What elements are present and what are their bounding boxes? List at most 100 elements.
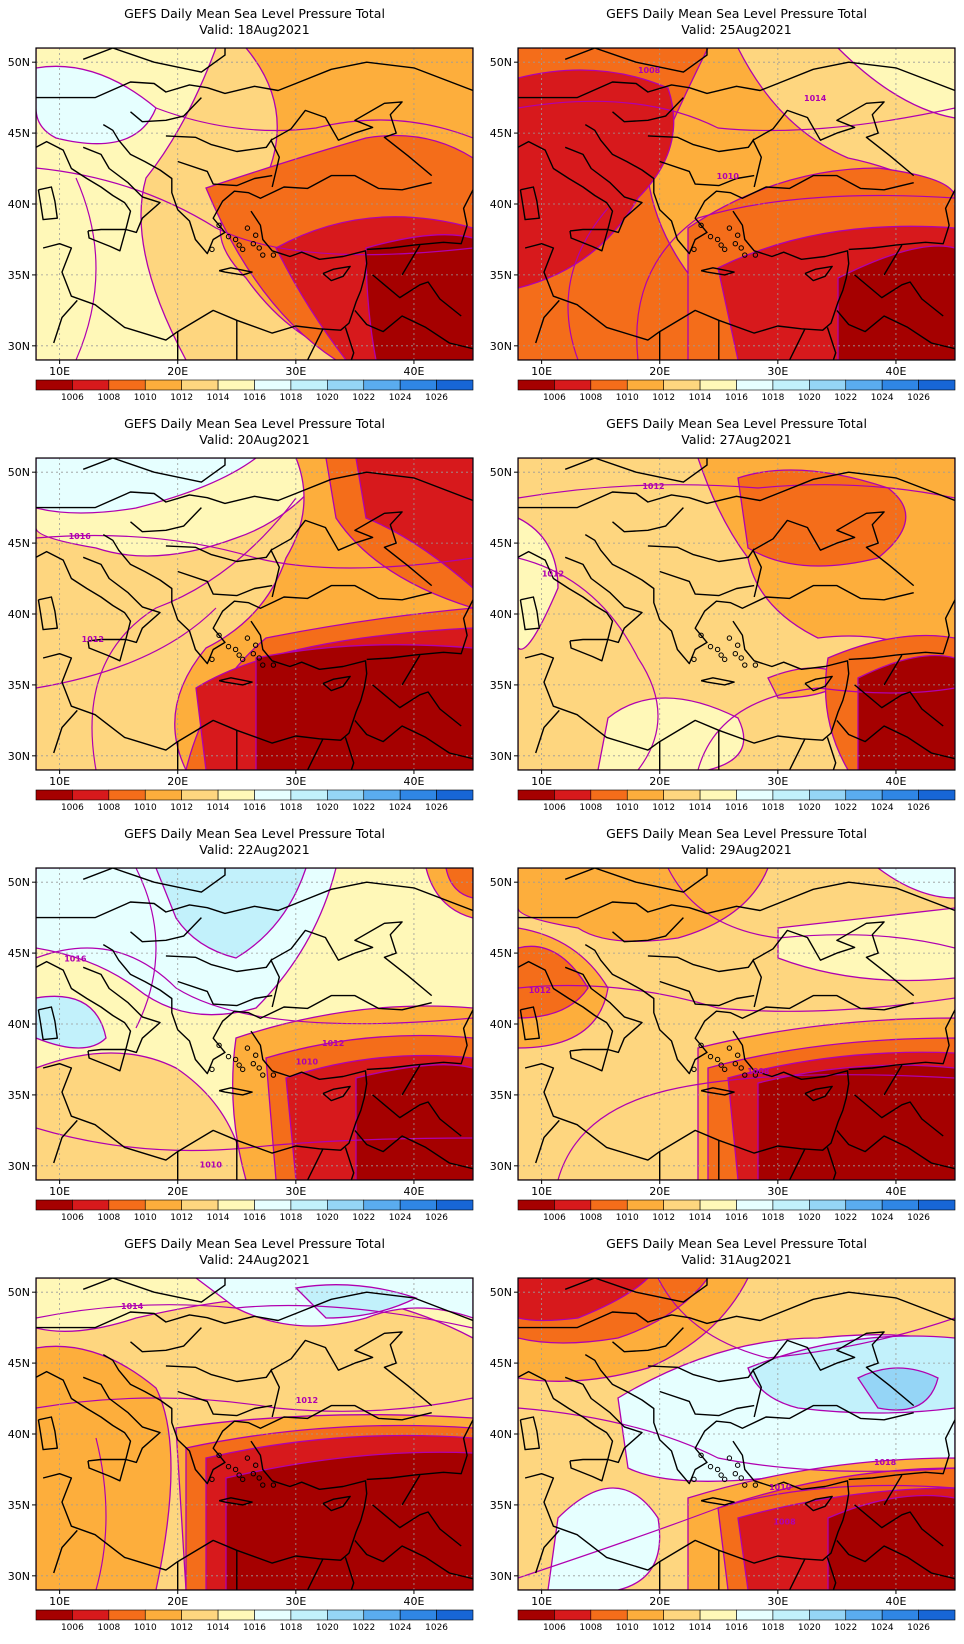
colorbar-swatch [144, 1609, 182, 1621]
lat-tick-label: 50N [8, 1286, 30, 1299]
coastline [519, 1416, 540, 1451]
coastline [87, 228, 127, 252]
coastline [836, 1539, 955, 1580]
pressure-band [857, 1367, 939, 1411]
colorbar-swatch [554, 379, 592, 391]
colorbar-swatch [590, 1609, 628, 1621]
coastline [36, 140, 161, 234]
colorbar-label: 1022 [352, 393, 375, 403]
island [216, 1042, 222, 1048]
colorbar-swatch [554, 1199, 592, 1211]
isobar-label: 1012 [82, 635, 104, 644]
coastline [270, 1331, 433, 1418]
island [738, 245, 744, 251]
coastline [165, 955, 273, 973]
island [742, 1482, 748, 1488]
colorbar-label: 1018 [279, 803, 302, 813]
lat-tick-label: 30N [490, 1160, 512, 1173]
colorbar-label: 1010 [616, 1623, 639, 1633]
isobar-line [36, 1397, 473, 1412]
coastline [788, 328, 806, 360]
coastline [804, 1495, 833, 1512]
lon-tick-label: 10E [531, 365, 552, 378]
island [244, 1045, 251, 1051]
lat-tick-label: 40N [8, 1018, 30, 1031]
colorbar-swatch [772, 1199, 810, 1211]
island [232, 236, 239, 243]
colorbar-swatch [845, 1609, 883, 1621]
colorbar-label: 1008 [97, 1623, 120, 1633]
isobar-line [518, 1407, 955, 1472]
colorbar-label: 1014 [207, 393, 230, 403]
colorbar-swatch [626, 1199, 664, 1211]
colorbar-swatch [517, 789, 555, 801]
coastline [176, 331, 179, 360]
pressure-band [857, 654, 955, 770]
colorbar-label: 1010 [616, 1213, 639, 1223]
coastline [752, 921, 915, 1008]
colorbar-swatch [554, 789, 592, 801]
coastline [42, 1440, 368, 1571]
lat-tick-label: 35N [8, 679, 30, 692]
coastline [788, 738, 806, 770]
coastline [788, 1148, 806, 1180]
lat-tick-label: 50N [8, 56, 30, 69]
island [236, 1062, 242, 1068]
colorbar-label: 1008 [97, 393, 120, 403]
pressure-band [777, 907, 955, 982]
island [707, 1463, 714, 1470]
colorbar-label: 1026 [425, 1623, 448, 1633]
coastline [584, 943, 914, 1075]
colorbar-swatch [327, 789, 365, 801]
lon-tick-label: 30E [767, 365, 788, 378]
colorbar-label: 1016 [243, 803, 266, 813]
lon-tick-label: 20E [649, 1185, 670, 1198]
pressure-band [518, 1278, 649, 1322]
colorbar: 1006 1008 1010 1012 1014 1016 1018 1020 1022 1024… [517, 1199, 956, 1223]
island [734, 232, 741, 238]
coastline [519, 596, 540, 631]
coastline [569, 638, 609, 662]
colorbar-swatch [290, 1199, 328, 1211]
coastline [344, 737, 355, 770]
island [256, 245, 262, 251]
coastline [102, 943, 432, 1075]
island [721, 1476, 728, 1483]
panel-title: GEFS Daily Mean Sea Level Pressure Total [606, 6, 867, 21]
colorbar-swatch [399, 1199, 437, 1211]
coastline [647, 135, 755, 153]
map-panel: GEFS Daily Mean Sea Level Pressure Total… [8, 416, 474, 813]
colorbar-label: 1014 [207, 1213, 230, 1223]
colorbar-label: 1020 [798, 393, 821, 403]
panel-valid-date: Valid: 20Aug2021 [199, 432, 309, 447]
coastline [176, 1561, 179, 1590]
colorbar-label: 1008 [97, 1213, 120, 1223]
coastline [659, 980, 755, 1007]
colorbar: 1006 1008 1010 1012 1014 1016 1018 1020 1022 1024… [35, 379, 474, 403]
coastline [535, 709, 560, 754]
colorbar-label: 1022 [352, 1623, 375, 1633]
colorbar-swatch [809, 789, 847, 801]
coastline [130, 97, 202, 123]
pressure-band [36, 995, 107, 1049]
pressure-band [445, 868, 473, 899]
isobar-label: 1008 [773, 1517, 796, 1526]
coastline [518, 61, 955, 99]
coastline [218, 1497, 253, 1506]
lon-tick-label: 20E [649, 1595, 670, 1608]
coastline [36, 61, 473, 99]
isobar-line [567, 207, 609, 360]
coastline [401, 1474, 421, 1506]
isobar-label: 1014 [804, 94, 827, 103]
island [252, 232, 259, 238]
colorbar-label: 1026 [907, 1623, 930, 1633]
coastline [848, 1419, 955, 1481]
island [732, 1471, 739, 1477]
island [698, 1452, 704, 1458]
colorbar-label: 1014 [689, 393, 712, 403]
isobar-label: 1012 [542, 570, 564, 579]
lat-tick-label: 45N [8, 947, 30, 960]
colorbar-label: 1020 [316, 1213, 339, 1223]
colorbar-swatch [108, 379, 146, 391]
colorbar-swatch [845, 379, 883, 391]
